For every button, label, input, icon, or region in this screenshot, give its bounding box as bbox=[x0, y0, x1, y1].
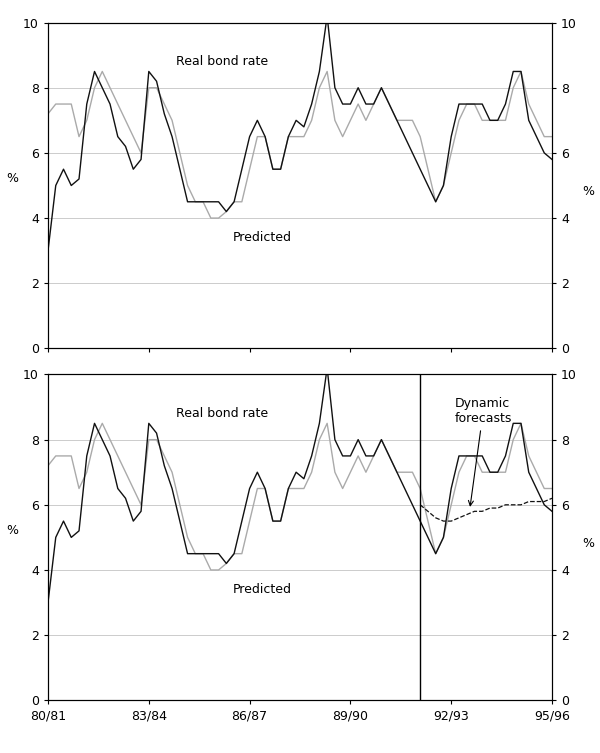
Y-axis label: %: % bbox=[6, 172, 18, 185]
Y-axis label: %: % bbox=[6, 524, 18, 538]
Text: Real bond rate: Real bond rate bbox=[176, 407, 268, 420]
Text: Predicted: Predicted bbox=[233, 231, 292, 244]
Text: Dynamic
forecasts: Dynamic forecasts bbox=[455, 398, 512, 506]
Y-axis label: %: % bbox=[582, 538, 594, 550]
Text: Real bond rate: Real bond rate bbox=[176, 55, 268, 68]
Text: Predicted: Predicted bbox=[233, 583, 292, 596]
Y-axis label: %: % bbox=[582, 185, 594, 199]
